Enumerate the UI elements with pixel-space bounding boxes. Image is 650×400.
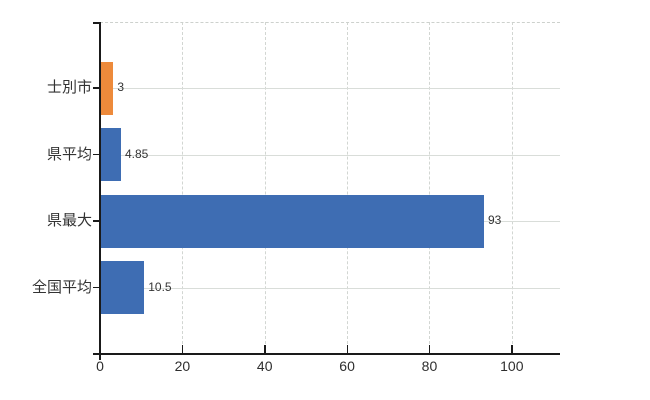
- gridline-horizontal: [100, 154, 560, 156]
- category-label: 県平均: [46, 145, 92, 163]
- y-tick: [93, 220, 100, 222]
- bar: [101, 261, 145, 315]
- bar-value-label: 93: [487, 213, 502, 228]
- gridline-horizontal: [100, 287, 560, 289]
- gridline-vertical: [264, 22, 266, 354]
- gridline-horizontal: [100, 88, 560, 90]
- category-label: 県最大: [46, 212, 92, 230]
- gridline-vertical: [511, 22, 513, 354]
- x-tick: [428, 345, 431, 353]
- x-tick: [264, 345, 266, 353]
- bar: [101, 194, 484, 248]
- x-tick-label: 20: [174, 358, 191, 374]
- bar: [101, 61, 114, 115]
- x-tick-label: 100: [500, 358, 524, 374]
- gridline-vertical: [429, 22, 431, 354]
- x-tick: [181, 345, 184, 353]
- y-tick: [93, 153, 100, 156]
- x-tick-label: 80: [421, 358, 438, 374]
- y-tick: [93, 87, 100, 89]
- x-tick: [511, 345, 513, 353]
- x-tick-label: 40: [256, 358, 273, 374]
- bar-value-label: 10.5: [148, 279, 172, 294]
- gridline-vertical: [347, 22, 349, 354]
- gridline-vertical: [182, 22, 184, 354]
- category-label: 士別市: [46, 79, 92, 97]
- bar-value-label: 3: [117, 80, 125, 95]
- x-tick-label: 60: [339, 358, 355, 374]
- x-axis-line: [93, 353, 560, 355]
- bar-value-label: 4.85: [124, 146, 149, 161]
- category-label: 全国平均: [31, 278, 92, 296]
- x-tick: [346, 345, 349, 353]
- y-axis-line: [99, 22, 101, 360]
- y-tick: [93, 22, 100, 24]
- bar: [101, 128, 121, 182]
- plot-top-border: [100, 22, 560, 23]
- x-tick-label: 0: [96, 358, 104, 374]
- y-tick: [93, 286, 100, 289]
